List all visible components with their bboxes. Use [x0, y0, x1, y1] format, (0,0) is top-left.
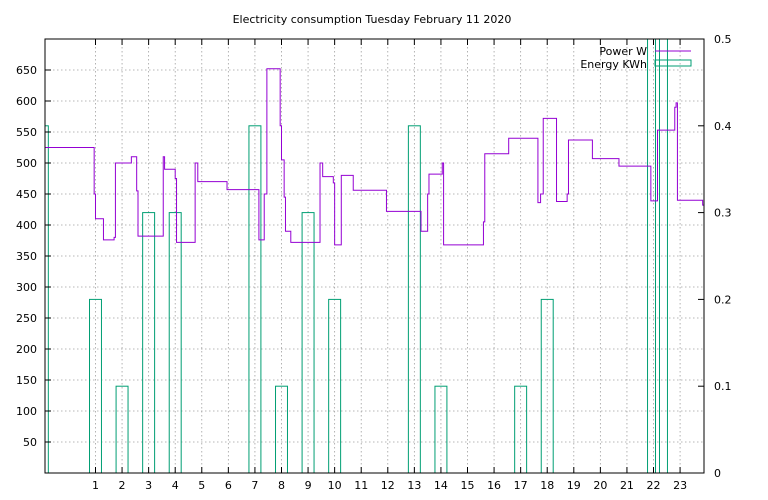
grid	[45, 39, 704, 473]
x-tick-label: 13	[407, 479, 421, 492]
legend-label-energy: Energy KWh	[580, 58, 647, 71]
y-tick-label: 650	[16, 64, 37, 77]
energy-bar	[540, 298, 554, 474]
x-tick-label: 9	[305, 479, 312, 492]
x-tick-label: 18	[540, 479, 554, 492]
legend: Power W Energy KWh	[580, 45, 692, 71]
y-tick-label: 600	[16, 95, 37, 108]
y-tick-label: 400	[16, 219, 37, 232]
legend-label-power: Power W	[599, 45, 647, 58]
y-tick-label: 150	[16, 374, 37, 387]
y-tick-label: 450	[16, 188, 37, 201]
x-tick-label: 6	[225, 479, 232, 492]
x-tick-label: 16	[487, 479, 501, 492]
y-tick-label: 500	[16, 157, 37, 170]
x-tick-label: 2	[119, 479, 126, 492]
y-tick-label: 550	[16, 126, 37, 139]
y2-tick-label: 0.3	[714, 207, 732, 220]
x-tick-label: 21	[620, 479, 634, 492]
y-tick-label: 300	[16, 281, 37, 294]
x-tick-label: 1	[92, 479, 99, 492]
x-tick-label: 15	[461, 479, 475, 492]
y-tick-label: 100	[16, 405, 37, 418]
energy-bar	[89, 298, 102, 474]
x-tick-label: 11	[354, 479, 368, 492]
x-tick-label: 20	[593, 479, 607, 492]
x-tick-label: 3	[145, 479, 152, 492]
x-tick-label: 22	[647, 479, 661, 492]
x-tick-label: 7	[251, 479, 258, 492]
power-line-layer	[45, 68, 704, 246]
y-tick-label: 250	[16, 312, 37, 325]
y2-tick-label: 0	[714, 467, 721, 480]
y2-tick-label: 0.1	[714, 380, 732, 393]
x-tick-label: 23	[673, 479, 687, 492]
energy-bar	[328, 298, 342, 474]
chart-title: Electricity consumption Tuesday February…	[233, 13, 512, 26]
x-tick-label: 12	[381, 479, 395, 492]
x-tick-label: 14	[434, 479, 448, 492]
x-tick-label: 19	[567, 479, 581, 492]
legend-swatch-energy	[654, 59, 692, 67]
x-tick-label: 17	[514, 479, 528, 492]
y2-tick-label: 0.4	[714, 120, 732, 133]
y2-tick-label: 0.5	[714, 33, 732, 46]
power-line	[45, 68, 704, 246]
y-tick-label: 200	[16, 343, 37, 356]
x-tick-label: 8	[278, 479, 285, 492]
y-tick-label: 50	[23, 436, 37, 449]
x-tick-label: 4	[172, 479, 179, 492]
axis-ticks: 1 2 3 4 5 6 7 8 9 10 11 12 13 14 15 16 17 18 19 20 21 22 23501…	[16, 33, 732, 492]
x-tick-label: 10	[328, 479, 342, 492]
y2-tick-label: 0.2	[714, 293, 732, 306]
y-tick-label: 350	[16, 250, 37, 263]
x-tick-label: 5	[198, 479, 205, 492]
